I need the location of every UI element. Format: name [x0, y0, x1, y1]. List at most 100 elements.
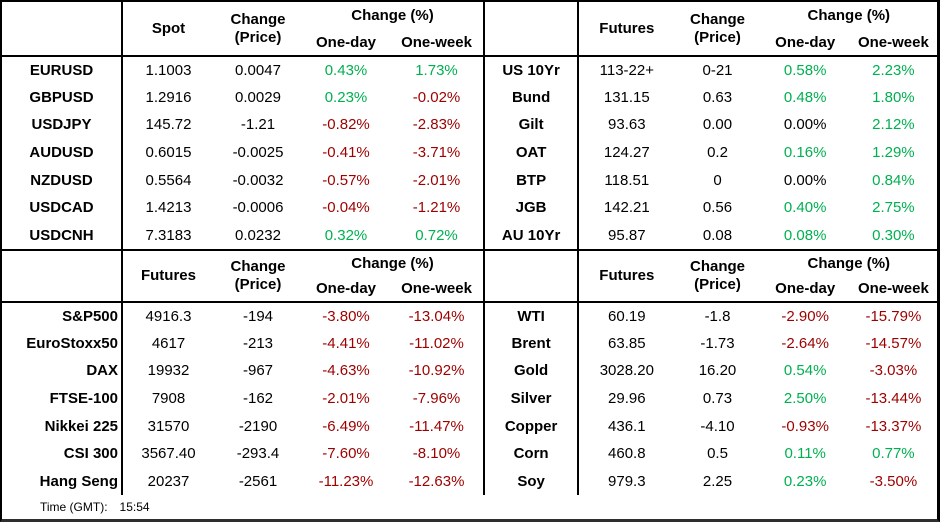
price-value: 118.51 [604, 171, 650, 189]
one-day-pct-value: 0.54% [783, 362, 827, 380]
instrument-label: Gold [484, 357, 580, 385]
corner-cell [484, 251, 580, 303]
one-week-header: One-week [849, 277, 937, 303]
one-day-pct-value: 0.16% [783, 143, 827, 161]
one-week-pct-value: -1.21% [412, 199, 461, 217]
change-value: 0.08 [702, 226, 733, 244]
table-row: Soy 979.3 2.25 0.23% -3.50% [484, 467, 937, 496]
instrument-label: USDCAD [2, 193, 123, 222]
change-column-header: Change (Price) [214, 2, 302, 57]
bond-futures-table: Futures Change (Price) Change (%) One-da… [483, 2, 937, 249]
price-value: 0.6015 [145, 143, 192, 161]
instrument-label: WTI [484, 302, 580, 330]
one-week-pct-value: 1.80% [872, 88, 915, 106]
pct-column-header: Change (%) [807, 7, 891, 24]
one-day-header: One-day [760, 30, 850, 57]
price-value: 20237 [147, 472, 190, 490]
instrument-label: EURUSD [2, 56, 123, 84]
one-week-pct-value: -10.92% [408, 362, 465, 380]
equities-and-commodities-section: Futures Change (Price) Change (%) One-da… [2, 249, 937, 496]
table-row: GBPUSD 1.2916 0.0029 0.23% -0.02% [2, 83, 483, 112]
change-value: -2190 [238, 417, 278, 435]
table-row: Silver 29.96 0.73 2.50% -13.44% [484, 384, 937, 413]
one-day-pct-value: -0.93% [781, 417, 829, 435]
one-week-pct-value: -3.71% [412, 143, 461, 161]
one-day-pct-value: -4.63% [322, 362, 370, 380]
one-day-header: One-day [760, 277, 850, 303]
price-value: 4617 [151, 334, 186, 352]
change-value: 0.0232 [235, 226, 281, 244]
price-value: 142.21 [603, 199, 650, 217]
instrument-label: Hang Seng [2, 467, 123, 496]
one-week-pct-value: -13.44% [865, 390, 922, 408]
commodity-futures-table: Futures Change (Price) Change (%) One-da… [483, 251, 937, 496]
one-week-pct-value: -11.02% [409, 334, 464, 352]
price-value: 124.27 [603, 143, 650, 161]
bond-rows: US 10Yr 113-22+ 0-21 0.58% 2.23% Bund 13… [484, 56, 937, 249]
one-day-pct-value: 0.00% [783, 116, 827, 134]
one-week-pct-value: -2.83% [412, 116, 461, 134]
bond-table-header: Futures Change (Price) Change (%) One-da… [484, 2, 937, 57]
table-row: JGB 142.21 0.56 0.40% 2.75% [484, 193, 937, 222]
change-header-line1: Change [689, 258, 745, 275]
pct-column-header: Change (%) [351, 7, 434, 24]
one-day-header: One-day [302, 30, 390, 57]
one-week-pct-value: 0.77% [872, 445, 915, 463]
change-value: 0.0047 [235, 61, 281, 79]
change-value: -1.8 [704, 307, 731, 325]
one-week-pct-value: -14.57% [865, 334, 922, 352]
price-value: 31570 [147, 417, 190, 435]
one-day-pct-value: -4.41% [322, 334, 370, 352]
table-row: S&P500 4916.3 -194 -3.80% -13.04% [2, 302, 483, 330]
table-row: Brent 63.85 -1.73 -2.64% -14.57% [484, 329, 937, 358]
table-row: Bund 131.15 0.63 0.48% 1.80% [484, 83, 937, 112]
one-day-pct-value: -3.80% [322, 307, 370, 325]
equity-futures-table: Futures Change (Price) Change (%) One-da… [2, 251, 483, 496]
time-gmt-label: Time (GMT): [40, 499, 108, 514]
one-day-header: One-day [302, 277, 390, 303]
one-day-pct-value: 0.23% [783, 472, 827, 490]
one-day-pct-value: -6.49% [322, 417, 370, 435]
price-value: 113-22+ [599, 61, 654, 79]
change-value: 0.0029 [235, 88, 281, 106]
one-week-pct-value: 2.75% [872, 199, 915, 217]
change-header-line1: Change [689, 10, 745, 28]
price-value: 145.72 [145, 116, 192, 134]
change-value: 2.25 [702, 472, 733, 490]
change-value: 0.2 [707, 143, 728, 161]
corner-cell [2, 251, 123, 303]
one-week-pct-value: -11.47% [409, 417, 464, 435]
equity-table-header: Futures Change (Price) Change (%) One-da… [2, 251, 483, 303]
one-week-header: One-week [849, 30, 937, 57]
instrument-label: Gilt [484, 111, 580, 139]
one-day-pct-value: 0.32% [324, 226, 368, 244]
one-day-pct-value: 2.50% [783, 390, 827, 408]
one-week-pct-value: 1.29% [872, 143, 915, 161]
table-row: FTSE-100 7908 -162 -2.01% -7.96% [2, 384, 483, 413]
fx-and-bonds-section: Spot Change (Price) Change (%) One-day O… [2, 2, 937, 249]
change-value: 0-21 [702, 61, 733, 79]
one-week-pct-value: -12.63% [408, 472, 465, 490]
instrument-label: AUDUSD [2, 138, 123, 167]
instrument-label: USDCNH [2, 221, 123, 249]
table-row: DAX 19932 -967 -4.63% -10.92% [2, 357, 483, 385]
price-value: 979.3 [608, 472, 646, 490]
price-value: 7.3183 [145, 226, 192, 244]
table-row: USDJPY 145.72 -1.21 -0.82% -2.83% [2, 111, 483, 139]
instrument-label: EuroStoxx50 [2, 329, 123, 358]
one-week-pct-value: -3.03% [869, 362, 918, 380]
change-value: -1.21 [240, 116, 276, 134]
change-value: -0.0006 [232, 199, 284, 217]
change-column-header: Change (Price) [674, 251, 761, 303]
one-day-pct-value: -2.90% [781, 307, 829, 325]
change-header-line2: (Price) [694, 276, 741, 293]
change-header-line2: (Price) [234, 28, 282, 46]
one-week-pct-value: -0.02% [412, 88, 461, 106]
change-header-line2: (Price) [694, 28, 741, 46]
change-header-line1: Change [230, 10, 286, 28]
price-value: 436.1 [608, 417, 646, 435]
one-day-pct-value: 0.08% [783, 226, 827, 244]
table-row: AUDUSD 0.6015 -0.0025 -0.41% -3.71% [2, 138, 483, 167]
price-value: 19932 [147, 362, 190, 380]
price-value: 7908 [151, 390, 186, 408]
